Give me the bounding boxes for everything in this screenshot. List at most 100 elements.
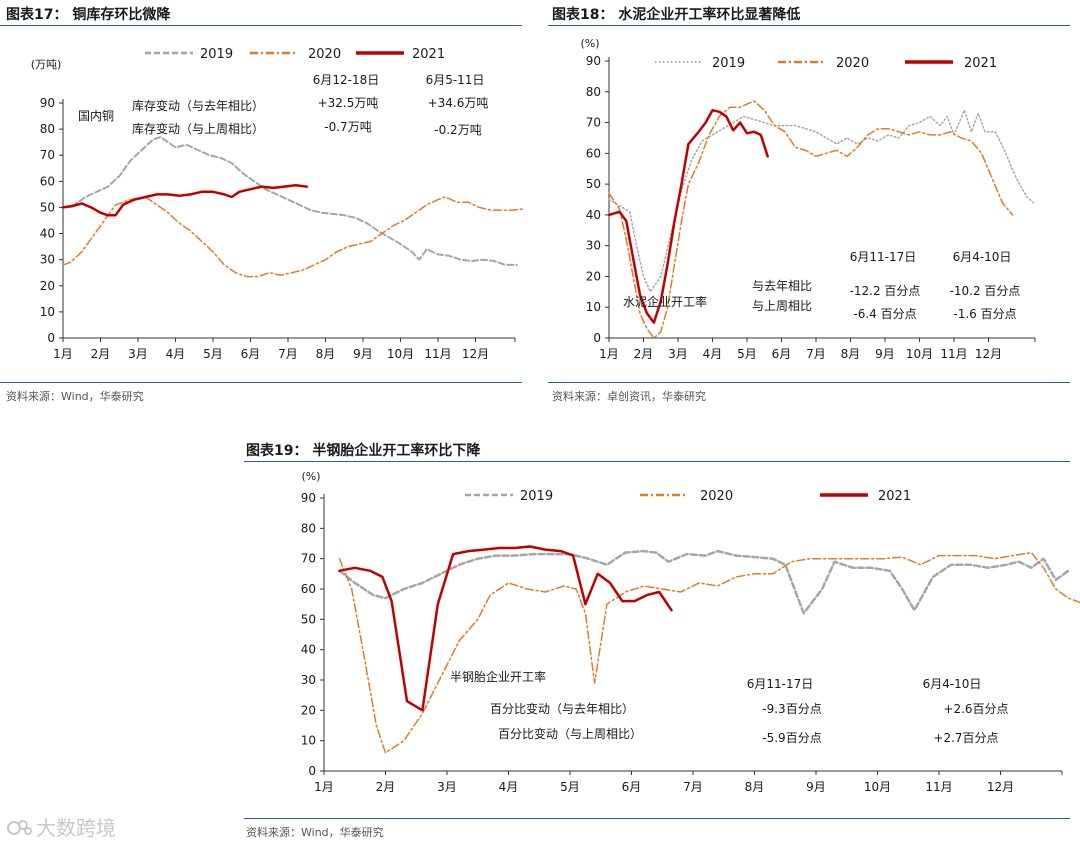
annotation-col2-row1: +34.6万吨 bbox=[428, 96, 489, 110]
x-tick-label: 7月 bbox=[806, 347, 826, 361]
figure-17-bottom-rule bbox=[0, 382, 522, 383]
x-tick-label: 11月 bbox=[940, 347, 967, 361]
series-line-2020 bbox=[608, 100, 1014, 339]
x-tick-label: 3月 bbox=[437, 780, 457, 794]
x-tick-label: 11月 bbox=[925, 780, 952, 794]
x-tick-label: 4月 bbox=[703, 347, 723, 361]
y-tick-label: 90 bbox=[301, 491, 316, 505]
chart-fig18: (%) 0 10 20 30 40 50 60 70 80 90 1月 2月 3月 4月 5月 6月 7月 8月 9月… bbox=[580, 37, 1036, 361]
series-line-2020 bbox=[338, 551, 1080, 754]
annotation-row2-label: 百分比变动（与上周相比） bbox=[498, 726, 642, 741]
x-tick-label: 8月 bbox=[841, 347, 861, 361]
watermark-text: 大数跨境 bbox=[36, 816, 116, 840]
x-tick-label: 6月 bbox=[622, 780, 642, 794]
x-tick-label: 10月 bbox=[906, 347, 933, 361]
figure-18-source: 资料来源：卓创资讯，华泰研究 bbox=[552, 390, 706, 403]
y-tick-label: 70 bbox=[40, 148, 55, 162]
annotation-series-label: 半钢胎企业开工率 bbox=[450, 669, 546, 684]
y-tick-label: 50 bbox=[301, 612, 316, 626]
figure-18-title-rule bbox=[548, 25, 1070, 26]
x-tick-label: 5月 bbox=[203, 347, 223, 361]
x-tick-label: 10月 bbox=[864, 780, 891, 794]
y-tick-label: 30 bbox=[586, 239, 601, 253]
x-tick-label: 12月 bbox=[462, 347, 489, 361]
figure-19-bottom-rule bbox=[244, 818, 1070, 819]
series-line-2019 bbox=[338, 549, 1070, 615]
y-axis-label: (%) bbox=[301, 470, 320, 483]
y-tick-label: 70 bbox=[301, 552, 316, 566]
legend-label-2019: 2019 bbox=[712, 56, 745, 71]
x-tick-label: 6月 bbox=[772, 347, 792, 361]
x-tick-label: 9月 bbox=[353, 347, 373, 361]
logo-icon bbox=[7, 820, 32, 835]
annotation-col2-header: 6月4-10日 bbox=[923, 677, 982, 691]
x-tick-label: 2月 bbox=[91, 347, 111, 361]
y-tick-label: 40 bbox=[301, 643, 316, 657]
y-tick-label: 10 bbox=[586, 300, 601, 314]
figure-18-title: 图表18： 水泥企业开工率环比显著降低 bbox=[552, 7, 801, 23]
x-tick-label: 1月 bbox=[314, 780, 334, 794]
x-tick-label: 9月 bbox=[875, 347, 895, 361]
annotation-row2-label: 库存变动（与上周相比） bbox=[132, 121, 264, 136]
y-tick-label: 40 bbox=[586, 208, 601, 222]
y-tick-label: 20 bbox=[301, 703, 316, 717]
x-tick-label: 10月 bbox=[387, 347, 414, 361]
annotation-row1-label: 与去年相比 bbox=[752, 279, 812, 293]
y-tick-label: 50 bbox=[40, 200, 55, 214]
figure-17-source: 资料来源：Wind，华泰研究 bbox=[6, 390, 144, 403]
x-tick-label: 2月 bbox=[634, 347, 654, 361]
x-tick-label: 1月 bbox=[53, 347, 73, 361]
annotation-col1-header: 6月12-18日 bbox=[313, 73, 380, 87]
chart-fig17: (万吨) 0 10 20 30 40 50 60 70 80 90 1月 2月 3月 4月 5月 6月 7月 8月 9… bbox=[31, 47, 526, 361]
y-tick-label: 50 bbox=[586, 177, 601, 191]
annotation-col1-row2: -6.4 百分点 bbox=[853, 307, 916, 321]
annotation-row2-label: 与上周相比 bbox=[752, 299, 812, 313]
x-tick-label: 8月 bbox=[745, 780, 765, 794]
x-tick-label: 11月 bbox=[424, 347, 451, 361]
y-tick-label: 60 bbox=[40, 174, 55, 188]
legend-label-2021: 2021 bbox=[964, 56, 997, 71]
x-tick-label: 5月 bbox=[737, 347, 757, 361]
x-tick-label: 12月 bbox=[975, 347, 1002, 361]
y-tick-label: 80 bbox=[586, 85, 601, 99]
y-tick-label: 80 bbox=[40, 122, 55, 136]
legend-label-2019: 2019 bbox=[520, 489, 553, 504]
annotation-col2-row1: +2.6百分点 bbox=[943, 702, 1008, 716]
annotation-col2-row1: -10.2 百分点 bbox=[950, 284, 1021, 298]
x-tick-label: 7月 bbox=[683, 780, 703, 794]
x-tick-label: 8月 bbox=[316, 347, 336, 361]
x-tick-label: 2月 bbox=[376, 780, 396, 794]
x-tick-label: 4月 bbox=[499, 780, 519, 794]
y-tick-label: 80 bbox=[301, 521, 316, 535]
y-tick-label: 30 bbox=[40, 253, 55, 267]
y-tick-label: 10 bbox=[40, 305, 55, 319]
y-tick-label: 60 bbox=[586, 146, 601, 160]
annotation-col1-header: 6月11-17日 bbox=[850, 250, 917, 264]
figure-19-title: 图表19： 半钢胎企业开工率环比下降 bbox=[246, 443, 481, 459]
annotation-col2-row2: -1.6 百分点 bbox=[953, 307, 1016, 321]
y-tick-label: 90 bbox=[586, 54, 601, 68]
annotation-col1-row1: +32.5万吨 bbox=[318, 96, 379, 110]
x-tick-label: 9月 bbox=[806, 780, 826, 794]
y-tick-label: 20 bbox=[40, 279, 55, 293]
figure-19-source: 资料来源：Wind，华泰研究 bbox=[246, 826, 384, 839]
legend-label-2020: 2020 bbox=[836, 56, 869, 71]
annotation-col2-header: 6月4-10日 bbox=[953, 250, 1012, 264]
chart-fig19: (%) 0 10 20 30 40 50 60 70 80 90 1月 2月 3月 4月 5月 6月 7月 8月 9月… bbox=[301, 470, 1080, 794]
watermark: 大数跨境 bbox=[6, 812, 116, 841]
series-line-2021 bbox=[61, 184, 309, 217]
figure-17-title: 图表17： 铜库存环比微降 bbox=[6, 7, 171, 23]
annotation-col2-header: 6月5-11日 bbox=[426, 73, 485, 87]
legend-label-2020: 2020 bbox=[308, 47, 341, 62]
legend-label-2021: 2021 bbox=[412, 47, 445, 62]
x-tick-label: 3月 bbox=[668, 347, 688, 361]
x-tick-label: 5月 bbox=[560, 780, 580, 794]
annotation-row1-label: 百分比变动（与去年相比） bbox=[490, 701, 634, 716]
annotation-col1-row1: -12.2 百分点 bbox=[850, 284, 921, 298]
figure-17-title-rule bbox=[0, 25, 522, 26]
series-line-2021 bbox=[338, 545, 673, 712]
y-tick-label: 0 bbox=[47, 331, 55, 345]
y-axis-label: (%) bbox=[580, 37, 599, 50]
y-tick-label: 20 bbox=[586, 269, 601, 283]
